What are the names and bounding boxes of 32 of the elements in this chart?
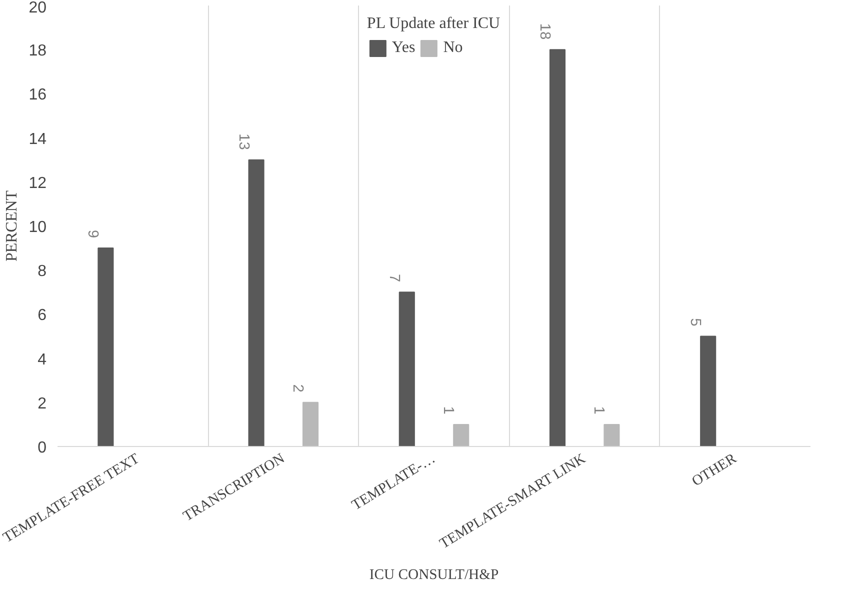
y-tick-label: 8 [38,263,47,280]
y-tick-label: 4 [38,351,47,368]
data-label: 1 [440,406,456,414]
bar [604,424,620,446]
legend-label: No [443,39,464,57]
y-tick-label: 20 [28,0,47,16]
bar [248,159,264,446]
data-label: 2 [290,384,306,392]
y-tick-label: 14 [28,130,47,148]
y-tick-label: 18 [28,42,47,60]
bar [700,336,716,446]
data-label: 18 [536,23,552,40]
bar [398,292,415,446]
y-tick-label: 2 [38,395,47,412]
bar [453,424,470,446]
y-tick-label: 16 [28,86,47,104]
x-axis-title: ICU CONSULT/H&P [369,566,499,583]
bar [98,248,114,446]
data-label: 7 [386,274,402,282]
bar [549,49,566,446]
bar [302,402,319,446]
y-axis-title: PERCENT [4,190,21,262]
data-label: 9 [84,230,101,238]
y-tick-label: 6 [38,307,47,324]
y-tick-label: 12 [28,174,47,192]
data-label: 5 [687,318,704,326]
data-label: 1 [590,406,607,414]
legend-label: Yes [392,39,416,57]
data-label: 13 [235,134,252,150]
y-tick-label: 10 [28,219,47,236]
legend-title: PL Update after ICU [366,15,500,33]
y-tick-label: 0 [38,440,47,456]
